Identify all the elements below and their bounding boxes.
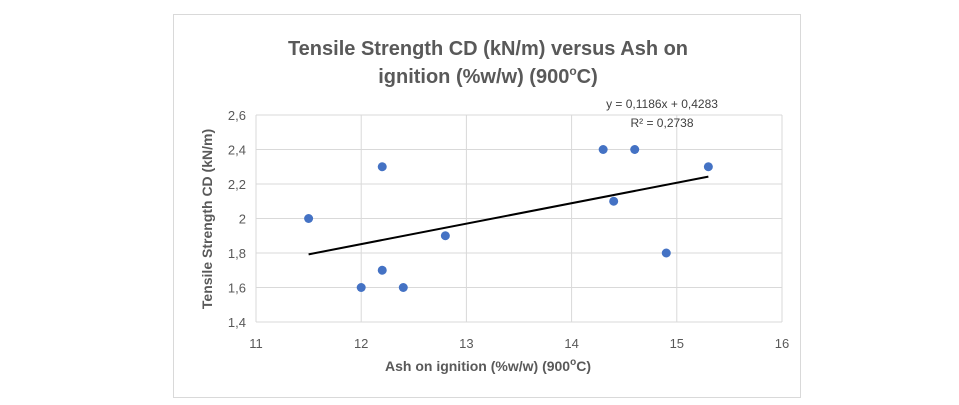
- x-tick-label: 15: [670, 336, 684, 351]
- y-tick-label: 1,4: [228, 315, 246, 330]
- chart-area: 1,4 1,6 1,8 2 2,2 2,4 2,6 11 12 13 14 15 16 Tensile…: [173, 14, 801, 398]
- x-tick-label: 11: [249, 336, 263, 351]
- y-tick-label: 2,6: [228, 108, 246, 123]
- y-tick-label: 2: [239, 212, 246, 227]
- data-point: [398, 283, 408, 292]
- y-tick-label: 2,4: [228, 143, 246, 158]
- linear-trendline: [308, 175, 709, 256]
- chart-title-line1: Tensile Strength CD (kN/m) versus Ash on: [288, 38, 688, 60]
- trendline-equation: y = 0,1186x + 0,4283: [606, 97, 718, 111]
- data-point: [703, 162, 713, 172]
- data-point: [356, 283, 366, 292]
- x-tick-label: 16: [775, 336, 789, 351]
- x-tick-label: 12: [354, 336, 368, 351]
- chart-title-line2: ignition (%w/w) (900oC): [378, 64, 598, 88]
- x-tick-labels: 11 12 13 14 15 16: [249, 336, 789, 351]
- data-point: [661, 248, 671, 258]
- data-point: [440, 231, 450, 241]
- y-axis-title: Tensile Strength CD (kN/m): [199, 129, 215, 309]
- y-tick-label: 1,6: [228, 281, 246, 296]
- data-point: [304, 214, 314, 223]
- x-tick-label: 14: [564, 336, 578, 351]
- x-tick-label: 13: [459, 336, 473, 351]
- y-tick-labels: 1,4 1,6 1,8 2 2,2 2,4 2,6: [228, 108, 246, 330]
- data-point: [630, 145, 640, 154]
- data-point: [598, 145, 608, 154]
- trendline-r-squared: R² = 0,2738: [630, 116, 693, 130]
- scatter-chart: 1,4 1,6 1,8 2 2,2 2,4 2,6 11 12 13 14 15 16 Tensile…: [199, 38, 789, 374]
- data-point: [377, 265, 387, 275]
- data-points: [304, 145, 713, 292]
- data-point: [609, 196, 619, 206]
- data-point: [377, 162, 387, 172]
- trendline-group: [308, 175, 709, 256]
- y-tick-label: 2,2: [228, 177, 246, 192]
- x-axis-title: Ash on ignition (%w/w) (900oC): [385, 357, 591, 374]
- gridlines: [255, 114, 783, 323]
- y-tick-label: 1,8: [228, 246, 246, 261]
